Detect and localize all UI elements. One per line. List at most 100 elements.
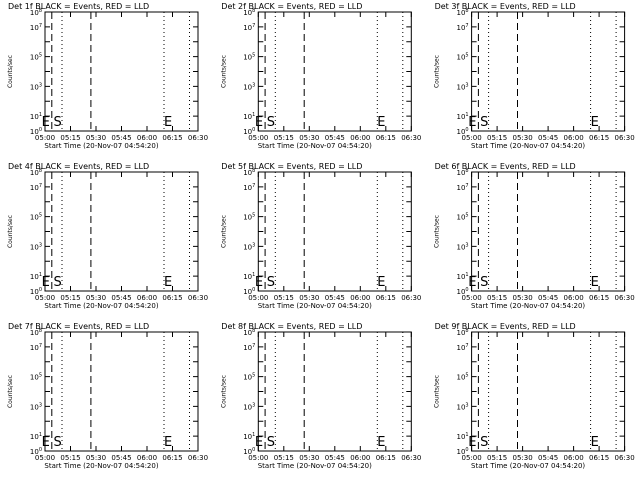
x-tick-label: 05:30 xyxy=(299,134,319,142)
y-tick-exponent: 1 xyxy=(465,112,468,118)
y-tick-exponent: 0 xyxy=(39,287,42,293)
y-tick-label: 105 xyxy=(243,53,255,62)
x-tick-label: 06:15 xyxy=(162,134,182,142)
x-tick-label: 06:30 xyxy=(188,454,208,462)
y-tick-label: 103 xyxy=(243,82,255,91)
y-tick-label: 101 xyxy=(243,112,255,121)
x-tick-label: 05:00 xyxy=(462,294,482,302)
y-tick-exponent: 5 xyxy=(39,213,42,219)
y-tick-label: 108 xyxy=(456,328,468,337)
y-tick-exponent: 0 xyxy=(39,447,42,453)
plot-frame xyxy=(44,11,199,132)
y-tick-label: 108 xyxy=(30,328,42,337)
x-tick-label: 06:15 xyxy=(376,454,396,462)
x-tick-label: 05:15 xyxy=(487,454,507,462)
y-tick-exponent: 1 xyxy=(39,112,42,118)
y-tick-label: 107 xyxy=(30,343,42,352)
x-tick-label: 06:00 xyxy=(564,294,584,302)
y-axis-label: Counts/sec xyxy=(7,375,14,408)
x-tick-label: 05:45 xyxy=(538,454,558,462)
marker-label-E: E xyxy=(468,275,476,290)
y-tick-label: 100 xyxy=(243,447,255,456)
y-tick-label: 100 xyxy=(30,447,42,456)
y-tick-exponent: 7 xyxy=(465,183,468,189)
x-tick-label: 05:45 xyxy=(325,294,345,302)
x-tick-label: 05:00 xyxy=(248,134,268,142)
marker-label-S: S xyxy=(54,435,62,450)
x-tick-label: 05:15 xyxy=(60,134,80,142)
panel-det-8: Det 8f BLACK = Events, RED = LLD 05:00 05:… xyxy=(220,322,421,470)
panel-title: Det 4f BLACK = Events, RED = LLD xyxy=(8,162,149,171)
x-tick-label: 05:30 xyxy=(513,294,533,302)
marker-label-E: E xyxy=(42,275,50,290)
x-tick-label: 06:30 xyxy=(401,294,421,302)
x-axis-label: Start Time (20-Nov-07 04:54:20) xyxy=(258,142,372,150)
x-tick-label: 06:30 xyxy=(401,454,421,462)
marker-label-S: S xyxy=(480,115,488,130)
x-tick-label: 05:15 xyxy=(274,454,294,462)
x-tick-label: 05:45 xyxy=(538,134,558,142)
x-axis-label: Start Time (20-Nov-07 04:54:20) xyxy=(44,462,158,470)
y-tick-exponent: 8 xyxy=(465,8,468,14)
y-tick-label: 108 xyxy=(243,328,255,337)
x-tick-label: 06:00 xyxy=(564,454,584,462)
x-axis-label: Start Time (20-Nov-07 04:54:20) xyxy=(471,142,585,150)
x-tick-label: 05:30 xyxy=(513,134,533,142)
y-tick-label: 103 xyxy=(243,242,255,251)
y-tick-label: 100 xyxy=(30,287,42,296)
y-tick-exponent: 5 xyxy=(39,53,42,59)
y-tick-exponent: 7 xyxy=(252,183,255,189)
x-tick-label: 06:30 xyxy=(401,134,421,142)
y-tick-exponent: 3 xyxy=(465,82,468,88)
x-tick-label: 06:00 xyxy=(137,294,157,302)
marker-label-E: E xyxy=(468,435,476,450)
y-tick-label: 101 xyxy=(30,272,42,281)
y-tick-exponent: 3 xyxy=(39,402,42,408)
plot-frame xyxy=(44,171,199,292)
x-tick-label: 06:00 xyxy=(564,134,584,142)
x-tick-label: 05:00 xyxy=(248,454,268,462)
y-tick-label: 105 xyxy=(30,213,42,222)
y-tick-exponent: 1 xyxy=(252,432,255,438)
marker-label-S: S xyxy=(480,435,488,450)
x-tick-label: 05:45 xyxy=(111,134,131,142)
marker-label-S: S xyxy=(267,435,275,450)
x-tick-label: 05:00 xyxy=(35,454,55,462)
x-tick-label: 06:15 xyxy=(162,294,182,302)
y-tick-label: 108 xyxy=(30,8,42,17)
marker-label-E: E xyxy=(164,435,172,450)
x-tick-label: 06:00 xyxy=(350,134,370,142)
y-tick-exponent: 8 xyxy=(252,328,255,334)
y-tick-exponent: 8 xyxy=(465,168,468,174)
y-tick-exponent: 1 xyxy=(252,112,255,118)
y-axis-label: Counts/sec xyxy=(220,215,227,248)
panel-title: Det 3f BLACK = Events, RED = LLD xyxy=(435,2,576,11)
x-axis-label: Start Time (20-Nov-07 04:54:20) xyxy=(44,142,158,150)
x-tick-label: 05:00 xyxy=(248,294,268,302)
panel-det-7: Det 7f BLACK = Events, RED = LLD 05:00 05:… xyxy=(7,322,208,470)
x-tick-label: 06:30 xyxy=(615,454,635,462)
x-tick-label: 06:00 xyxy=(137,134,157,142)
x-axis-label: Start Time (20-Nov-07 04:54:20) xyxy=(258,302,372,310)
y-tick-exponent: 8 xyxy=(39,328,42,334)
y-tick-exponent: 5 xyxy=(252,213,255,219)
plot-frame xyxy=(44,331,199,452)
panel-det-1: Det 1f BLACK = Events, RED = LLD 05:00 05:… xyxy=(7,2,208,150)
y-axis-label: Counts/sec xyxy=(220,375,227,408)
x-tick-label: 05:30 xyxy=(299,454,319,462)
panel-det-2: Det 2f BLACK = Events, RED = LLD 05:00 05:… xyxy=(220,2,421,150)
y-tick-exponent: 3 xyxy=(39,82,42,88)
y-tick-exponent: 8 xyxy=(252,8,255,14)
y-tick-label: 101 xyxy=(243,272,255,281)
y-tick-exponent: 3 xyxy=(252,82,255,88)
marker-label-E: E xyxy=(255,435,263,450)
x-tick-label: 06:15 xyxy=(589,134,609,142)
y-tick-label: 107 xyxy=(243,343,255,352)
marker-label-E: E xyxy=(591,435,599,450)
y-axis-label: Counts/sec xyxy=(7,55,14,88)
plot-frame xyxy=(471,331,626,452)
y-tick-exponent: 3 xyxy=(252,242,255,248)
x-tick-label: 06:30 xyxy=(615,294,635,302)
plot-frame xyxy=(471,171,626,292)
